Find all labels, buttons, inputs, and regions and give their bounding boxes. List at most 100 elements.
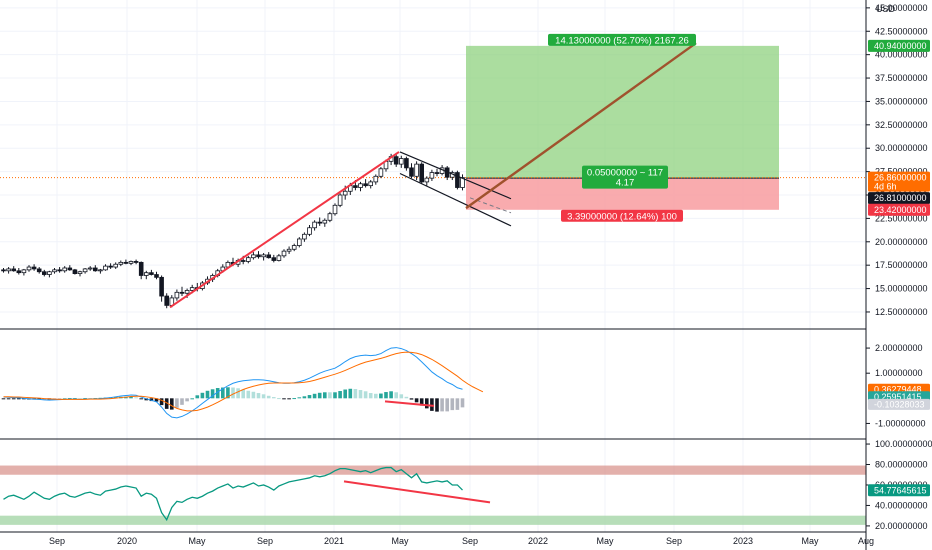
- stop-price-tag-bg: [868, 203, 930, 216]
- macd-hist-bar: [384, 392, 388, 399]
- macd-hist-bar: [353, 389, 358, 399]
- macd-hist-bar: [241, 389, 245, 399]
- target-price-tag-bg: [868, 39, 930, 52]
- candle-down: [164, 295, 170, 306]
- uptrend-line[interactable]: [169, 151, 400, 309]
- macd-hist-bar: [210, 389, 215, 399]
- candle-up: [62, 267, 67, 272]
- candle-up: [429, 172, 435, 179]
- macd-hist-bar: [379, 393, 383, 399]
- macd-hist-bar: [440, 398, 444, 412]
- channel-top-line[interactable]: [399, 151, 512, 200]
- candle-down: [1, 269, 6, 272]
- macd-histogram: [1, 387, 465, 412]
- candle-down: [11, 268, 17, 272]
- rsi-panel[interactable]: [0, 465, 866, 525]
- rsi-value-tag-bg: [868, 484, 930, 497]
- candle-up: [261, 254, 266, 258]
- candle-down: [419, 163, 424, 183]
- macd-hist-bar: [266, 395, 271, 399]
- candle-up: [414, 163, 419, 177]
- macd-hist-bar: [333, 392, 337, 399]
- macd-hist-bar: [246, 390, 251, 399]
- macd-hist-bar: [374, 393, 378, 399]
- macd-hist-bar: [62, 398, 67, 400]
- candle-down: [179, 291, 185, 294]
- macd-hist-bar: [11, 398, 16, 400]
- last-price-tag: 26.86000000: [874, 173, 927, 183]
- rsi-overbought-band: [0, 465, 866, 475]
- macd-hist-bar: [358, 390, 363, 399]
- price-axis-tick: 42.50000000: [875, 26, 928, 36]
- target-projection-line[interactable]: [465, 42, 697, 210]
- time-axis-tick: May: [596, 536, 614, 546]
- macd-divergence-line[interactable]: [384, 400, 435, 407]
- macd-hist-bar: [363, 391, 368, 399]
- candle-up: [342, 190, 348, 196]
- candle-up: [6, 268, 11, 272]
- candle-up: [398, 158, 404, 165]
- candle-up: [52, 269, 57, 273]
- macd-hist-bar: [236, 388, 240, 399]
- macd-hist-bar: [139, 398, 143, 400]
- macd-hist-bar: [164, 398, 169, 409]
- candle-up: [337, 194, 343, 206]
- target-price-tag: 40.94000000: [874, 41, 927, 51]
- macd-hist-bar: [190, 398, 194, 400]
- candle-down: [404, 158, 409, 169]
- macd-axis[interactable]: 2.00000000 1.00000000 -1.00000000: [866, 343, 926, 428]
- stop-label-bg: [561, 209, 683, 222]
- macd-hist-bar: [414, 398, 419, 403]
- histogram-value-tag-bg: [868, 398, 930, 410]
- pane-separators: [0, 0, 867, 550]
- time-axis-tick: 2021: [324, 536, 344, 546]
- candle-down: [353, 185, 358, 188]
- candle-down: [16, 270, 22, 274]
- price-axis-tick: 22.50000000: [875, 213, 928, 223]
- macd-hist-bar: [195, 395, 200, 399]
- price-axis-tick: 45.00000000: [875, 3, 928, 13]
- macd-hist-bar: [1, 398, 6, 400]
- macd-hist-bar: [328, 392, 332, 399]
- candle-up: [113, 263, 119, 268]
- macd-hist-bar: [83, 398, 87, 400]
- time-axis[interactable]: Sep 2020 May Sep 2021 May Sep 2022 May Sep 2023 May…: [49, 536, 874, 546]
- candle-down: [72, 269, 78, 275]
- center-label-line-1: 0.05000000 ~ 117: [587, 168, 663, 179]
- candle-up: [143, 272, 149, 276]
- macd-hist-bar: [389, 391, 393, 399]
- macd-hist-bar: [205, 390, 210, 399]
- candle-up: [322, 219, 328, 224]
- target-label-box: 14.13000000 (52.70%) 2167.26: [548, 33, 696, 46]
- candle-up: [332, 204, 338, 215]
- rsi-divergence-line[interactable]: [343, 480, 491, 504]
- macd-hist-bar: [57, 398, 62, 400]
- macd-hist-bar: [17, 398, 21, 400]
- price-panel[interactable]: 14.13000000 (52.70%) 2167.26 3.39000000 …: [0, 33, 866, 309]
- rsi-value-tag: 54.77645615: [874, 485, 927, 495]
- profit-zone[interactable]: [466, 45, 779, 179]
- macd-hist-bar: [134, 397, 138, 399]
- macd-hist-bar: [282, 398, 286, 400]
- candle-up: [47, 271, 52, 275]
- currency-label: USD: [876, 4, 896, 14]
- macd-hist-bar: [394, 392, 398, 399]
- signal-line: [3, 351, 484, 412]
- macd-hist-bar: [231, 387, 235, 399]
- macd-hist-bar: [302, 396, 307, 399]
- macd-hist-bar: [129, 396, 133, 399]
- candle-down: [240, 260, 246, 262]
- entry-price-tag-bg: [868, 192, 930, 205]
- macd-hist-bar: [317, 392, 322, 399]
- channel-bottom-line[interactable]: [399, 172, 512, 227]
- macd-hist-bar: [124, 396, 128, 399]
- macd-axis-tick: 2.00000000: [875, 343, 923, 353]
- macd-hist-bar: [175, 398, 179, 408]
- macd-panel[interactable]: [1, 347, 484, 419]
- macd-value-tag: 0.36279448: [874, 384, 922, 394]
- price-axis-tick: 20.00000000: [875, 237, 928, 247]
- macd-hist-bar: [425, 398, 429, 409]
